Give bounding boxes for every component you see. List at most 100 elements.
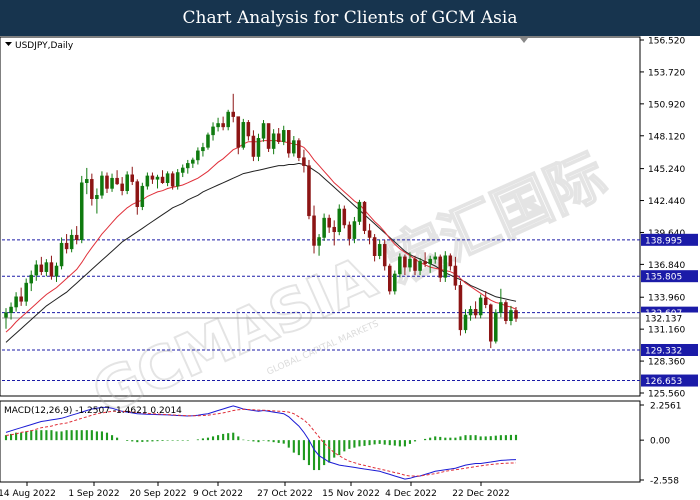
candle-body xyxy=(362,201,367,231)
candle xyxy=(398,253,402,278)
x-tick-label: 22 Dec 2022 xyxy=(452,489,510,499)
candle xyxy=(90,173,94,206)
candle xyxy=(85,167,89,195)
level-label-bg xyxy=(641,233,698,246)
macd-y-tick-label: 2.2561 xyxy=(650,402,682,412)
candle xyxy=(499,288,503,318)
candle xyxy=(352,216,357,244)
candle xyxy=(281,125,286,146)
candle-body xyxy=(191,159,195,164)
y-tick-label: 128.360 xyxy=(648,358,685,368)
candle xyxy=(180,164,185,178)
y-tick-label: 133.960 xyxy=(648,294,685,304)
candle xyxy=(423,252,427,268)
candle-body xyxy=(302,157,306,166)
candle xyxy=(226,109,230,131)
candles xyxy=(4,93,518,349)
candle-body xyxy=(387,265,392,292)
candle xyxy=(216,117,220,132)
x-tick-label: 9 Oct 2022 xyxy=(193,489,243,499)
candle xyxy=(413,255,417,276)
candle xyxy=(473,301,478,319)
candle-body xyxy=(261,123,266,139)
y-tick-label: 150.920 xyxy=(648,100,685,110)
candle xyxy=(211,122,215,141)
candle-body xyxy=(175,172,180,187)
x-tick-label: 4 Dec 2022 xyxy=(385,489,437,499)
level-label-bg xyxy=(641,374,698,387)
candle-body xyxy=(221,123,225,128)
candle xyxy=(292,136,296,157)
candle-body xyxy=(418,261,422,271)
candle xyxy=(59,237,64,270)
x-tick-label: 20 Sep 2022 xyxy=(129,489,186,499)
candle-body xyxy=(287,130,291,154)
candle-body xyxy=(140,185,145,207)
candle xyxy=(100,171,104,199)
candle xyxy=(408,252,412,272)
candle-body xyxy=(266,123,271,149)
candle-body xyxy=(271,133,276,149)
candle-body xyxy=(135,181,140,207)
candle xyxy=(74,226,79,245)
candle xyxy=(317,234,321,256)
candle xyxy=(231,93,235,123)
candle xyxy=(24,278,28,306)
candle xyxy=(468,305,473,321)
candle-body xyxy=(125,174,129,191)
candle xyxy=(362,200,367,235)
candle-body xyxy=(59,242,64,267)
candle-body xyxy=(352,221,357,239)
candle xyxy=(49,255,54,280)
candle xyxy=(337,204,342,236)
macd-axis: 2.2561 0.00 -2.558 xyxy=(640,402,682,487)
candle xyxy=(135,179,140,215)
candle-body xyxy=(312,215,316,246)
candle xyxy=(494,309,498,344)
candle xyxy=(287,130,291,158)
candle-body xyxy=(216,123,220,128)
candle-body xyxy=(29,274,34,284)
candle-body xyxy=(165,173,170,184)
candle-body xyxy=(120,183,124,191)
candle xyxy=(393,270,397,295)
candle-body xyxy=(307,165,311,217)
candle-body xyxy=(231,111,235,117)
candle-body xyxy=(39,264,44,272)
candle xyxy=(145,172,150,190)
level-label: 135.805 xyxy=(645,273,682,283)
current-price-label: 132.137 xyxy=(645,315,682,325)
candle xyxy=(39,256,44,276)
candle xyxy=(95,188,99,214)
ma-fast-line xyxy=(5,140,517,333)
candle xyxy=(34,260,39,281)
candle-body xyxy=(483,297,488,305)
candle-body xyxy=(256,138,261,157)
candle-body xyxy=(246,122,251,137)
candle-body xyxy=(438,256,443,278)
shift-marker-icon xyxy=(520,38,528,43)
candle xyxy=(342,205,347,229)
candle xyxy=(332,220,336,246)
candle-body xyxy=(393,273,397,292)
candle xyxy=(201,142,205,157)
candle xyxy=(54,262,59,282)
candle-body xyxy=(473,309,478,316)
candle xyxy=(488,303,493,349)
candle-body xyxy=(372,237,377,256)
candle-body xyxy=(317,237,321,246)
candle xyxy=(276,128,281,144)
candle xyxy=(271,129,276,155)
candle xyxy=(509,305,513,326)
candle-body xyxy=(241,122,246,148)
candle xyxy=(367,223,372,245)
y-tick-label: 131.160 xyxy=(648,326,685,336)
ma-slow-line xyxy=(5,162,517,343)
candle-body xyxy=(504,302,508,321)
candle-body xyxy=(297,140,301,158)
candle xyxy=(160,170,165,184)
candle xyxy=(19,287,23,306)
candle xyxy=(261,120,266,142)
candle xyxy=(428,255,432,273)
candle-body xyxy=(54,265,59,277)
